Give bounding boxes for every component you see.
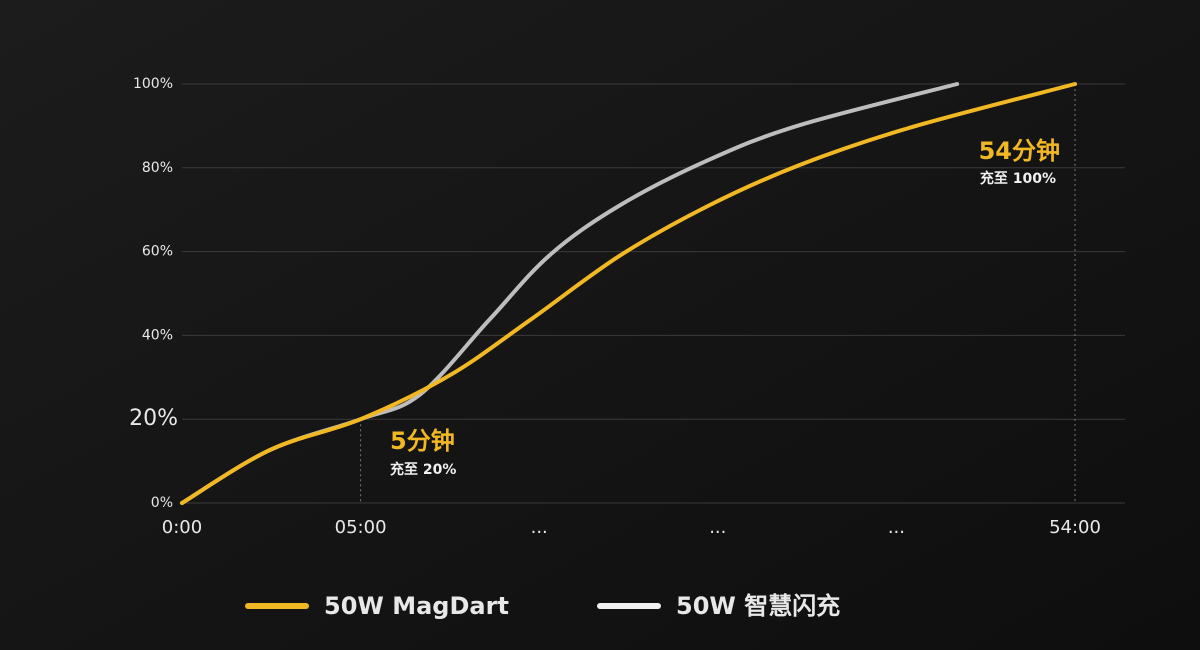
annotation: 5分钟 <box>390 427 455 455</box>
x-tick-label: ... <box>709 517 726 538</box>
x-tick-label: ... <box>888 517 905 538</box>
y-tick-label: 20% <box>129 406 178 431</box>
y-tick-label: 40% <box>142 327 173 343</box>
x-tick-label: 54:00 <box>1049 517 1101 538</box>
y-tick-label: 60% <box>142 244 173 260</box>
series-line <box>180 82 1077 505</box>
annotation-sub: 充至 20% <box>390 461 456 478</box>
x-tick-label: 05:00 <box>335 517 387 538</box>
annotation-sub: 充至 100% <box>980 170 1056 187</box>
y-tick-label: 0% <box>151 495 173 511</box>
annotation: 54分钟 <box>979 137 1060 165</box>
legend-label: 50W MagDart <box>324 592 509 620</box>
y-tick-label: 80% <box>142 160 173 176</box>
x-tick-label: ... <box>531 517 548 538</box>
legend-label: 50W 智慧闪充 <box>676 592 840 620</box>
y-tick-label: 100% <box>133 76 173 92</box>
x-tick-label: 0:00 <box>162 517 202 538</box>
